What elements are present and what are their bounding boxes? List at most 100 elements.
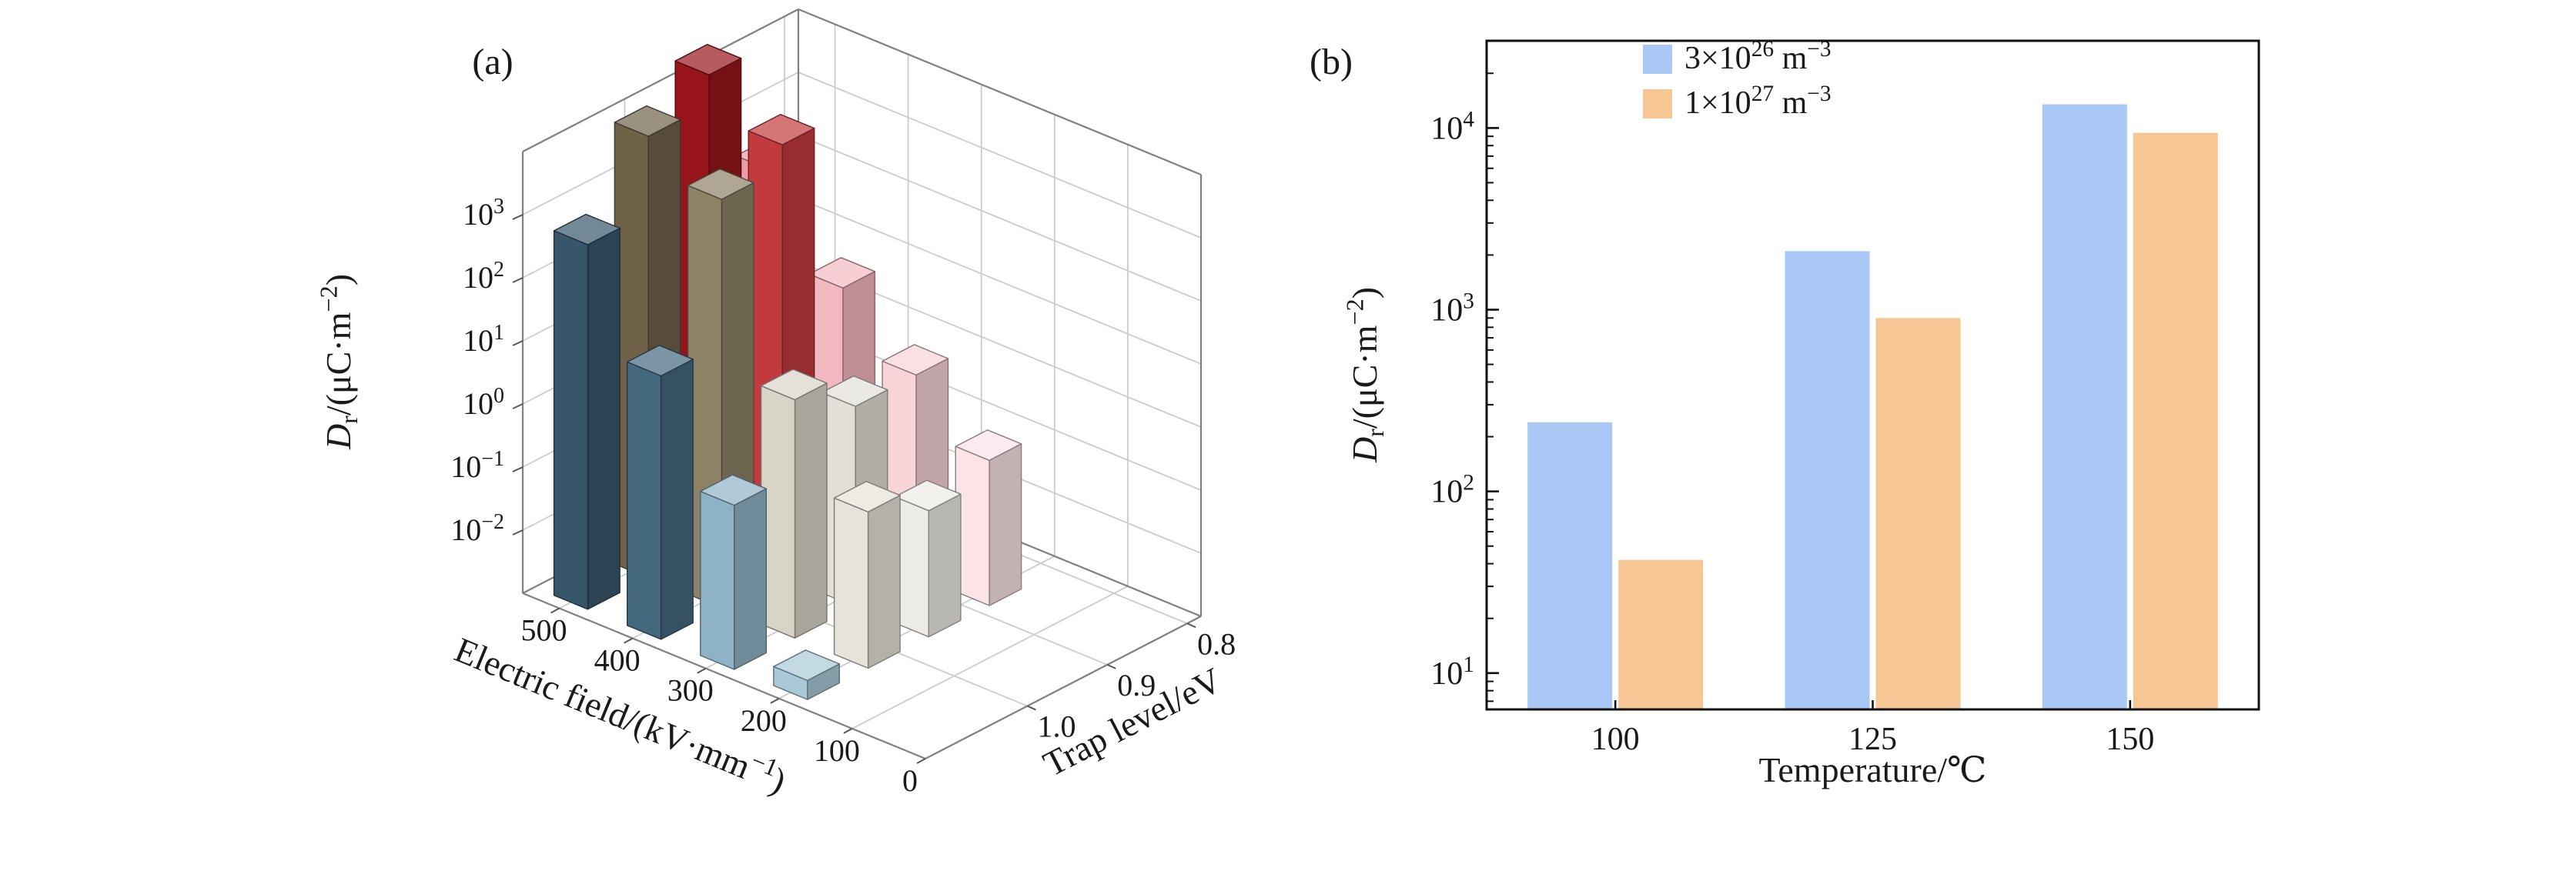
legend: 3×1026 m−3 1×1027 m−3 bbox=[1643, 37, 1832, 121]
field-tick-mark bbox=[843, 728, 853, 734]
axis-frame-edge bbox=[798, 8, 1202, 176]
bar-face-top bbox=[700, 474, 767, 506]
bar-face-right bbox=[660, 359, 694, 640]
field-tick-label: 300 bbox=[667, 673, 714, 708]
field-tick-label: 0 bbox=[902, 763, 918, 798]
bar-150C-series-1 bbox=[2042, 104, 2127, 710]
bar-100C-series-2 bbox=[1618, 559, 1704, 709]
grid-line-z-right-wall bbox=[798, 72, 1202, 239]
axis-frame-edge bbox=[522, 8, 799, 152]
z-tick-mark bbox=[512, 277, 524, 283]
bar-face-top bbox=[674, 44, 742, 75]
panel-a-label: (a) bbox=[472, 42, 513, 82]
z-tick-mark bbox=[512, 214, 524, 220]
bar-face-top bbox=[553, 213, 621, 245]
grid-line-field-floor bbox=[851, 586, 1129, 729]
bar-face-top bbox=[833, 481, 901, 512]
x-tick-label: 125 bbox=[1848, 722, 1897, 757]
z-tick-label: 103 bbox=[463, 195, 504, 232]
panel-a-3d-bar-chart: 10−2 10−1 100 101 102 103 0 100 200 300 400 500 1.0 0… bbox=[315, 8, 1236, 801]
bar-trap-row-1-front-field-400 bbox=[627, 345, 694, 640]
bar-face-top bbox=[882, 344, 949, 376]
panel-b-grouped-bar-chart: 101 102 103 104 100 125 150 Dr/(μC·m−2) Temperat… bbox=[1310, 37, 2260, 789]
z-tick-mark bbox=[512, 340, 524, 346]
bar-face-top bbox=[627, 345, 694, 377]
field-tick-mark bbox=[697, 667, 707, 674]
bar-125C-series-1 bbox=[1785, 251, 1870, 709]
y-tick-label: 101 bbox=[1430, 652, 1474, 692]
trap-tick-mark bbox=[1027, 705, 1036, 711]
trap-tick-label: 0.8 bbox=[1197, 626, 1236, 661]
trap-tick-mark bbox=[1186, 622, 1196, 629]
x-tick-label: 100 bbox=[1591, 722, 1640, 757]
trap-tick-label: 1.0 bbox=[1037, 709, 1076, 744]
bar-face-top bbox=[955, 429, 1022, 461]
bar-face-top bbox=[760, 369, 828, 401]
z-tick-mark bbox=[512, 403, 524, 409]
field-tick-mark bbox=[550, 607, 560, 614]
bar-125C-series-2 bbox=[1875, 318, 1961, 709]
bar-trap-row-2-field-200 bbox=[833, 481, 901, 669]
bar-face-left bbox=[627, 361, 662, 640]
bar-face-left bbox=[700, 490, 735, 670]
plot-2d: 101 102 103 104 100 125 150 Dr/(μC·m−2) Temperat… bbox=[1310, 37, 2260, 789]
bar-trap-row-1-front-field-500 bbox=[553, 213, 621, 610]
z-tick-mark bbox=[512, 466, 524, 472]
y-axis-title: Dr/(μC·m−2) bbox=[1341, 287, 1390, 463]
bar-trap-row-2-field-300 bbox=[760, 369, 828, 639]
bar-face-right bbox=[928, 493, 962, 638]
y-tick-label: 104 bbox=[1430, 107, 1474, 146]
x-tick-label: 150 bbox=[2106, 722, 2154, 757]
panel-b-label: (b) bbox=[1310, 42, 1353, 82]
legend-swatch-2 bbox=[1643, 89, 1672, 118]
bar-face-top bbox=[821, 375, 888, 407]
grid-line-z-right-wall bbox=[798, 198, 1202, 365]
axis-frame-edge bbox=[522, 592, 926, 760]
bar-face-right bbox=[794, 382, 828, 639]
z-tick-label: 102 bbox=[463, 258, 504, 295]
field-tick-label: 100 bbox=[814, 733, 860, 768]
bar-trap-row-1-front-field-300 bbox=[700, 474, 767, 670]
field-tick-mark bbox=[624, 637, 634, 644]
bar-trap-row-3-field-200 bbox=[894, 479, 962, 638]
y-tick-label: 103 bbox=[1430, 289, 1474, 329]
field-tick-label: 400 bbox=[594, 643, 641, 678]
legend-label-1: 3×1026 m−3 bbox=[1684, 37, 1832, 76]
y-tick-label: 102 bbox=[1430, 471, 1474, 510]
plot-3d: 10−2 10−1 100 101 102 103 0 100 200 300 400 500 1.0 0… bbox=[315, 8, 1236, 801]
z-tick-label: 10−2 bbox=[450, 510, 504, 547]
z-tick-mark bbox=[512, 529, 524, 536]
z-tick-label: 101 bbox=[463, 321, 504, 358]
z-tick-label: 10−1 bbox=[450, 447, 504, 484]
bar-face-top bbox=[773, 649, 840, 682]
field-tick-label: 500 bbox=[521, 613, 567, 648]
bar-face-right bbox=[867, 495, 901, 669]
legend-swatch-1 bbox=[1643, 45, 1672, 74]
bar-face-top bbox=[748, 114, 815, 145]
bar-trap-row-4-back-field-200 bbox=[955, 429, 1022, 606]
bar-face-right bbox=[734, 488, 767, 670]
field-tick-mark bbox=[916, 758, 926, 764]
bar-face-top bbox=[894, 479, 962, 512]
z-axis-title: Dr/(μC·m−2) bbox=[315, 274, 363, 450]
bar-100C-series-1 bbox=[1527, 422, 1613, 709]
bar-face-left bbox=[553, 230, 589, 610]
z-tick-label: 100 bbox=[463, 384, 504, 421]
bar-face-top bbox=[614, 105, 681, 137]
bar-face-top bbox=[808, 257, 876, 289]
axis-frame-edge bbox=[925, 616, 1202, 759]
trap-tick-label: 0.9 bbox=[1117, 668, 1156, 702]
bar-face-right bbox=[989, 443, 1022, 606]
bar-trap-row-1-front-field-200 bbox=[773, 649, 840, 700]
field-tick-label: 200 bbox=[741, 703, 787, 738]
trap-tick-mark bbox=[1106, 663, 1116, 669]
legend-label-2: 1×1027 m−3 bbox=[1684, 82, 1832, 121]
field-tick-mark bbox=[770, 697, 780, 704]
bar-face-left bbox=[833, 497, 869, 669]
bar-face-right bbox=[587, 227, 621, 610]
bar-face-top bbox=[687, 168, 754, 200]
grid-line-z-right-wall bbox=[798, 135, 1202, 302]
x-axis-title: Temperature/℃ bbox=[1759, 750, 1987, 789]
bar-150C-series-2 bbox=[2133, 132, 2218, 709]
